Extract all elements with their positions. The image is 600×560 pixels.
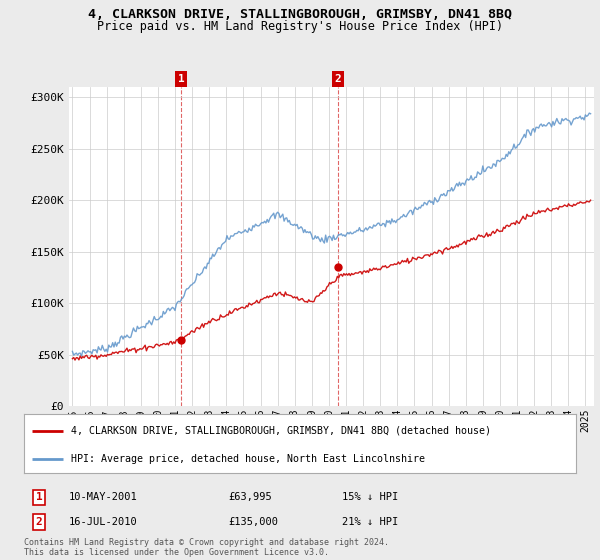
- Text: 21% ↓ HPI: 21% ↓ HPI: [342, 517, 398, 527]
- Text: 16-JUL-2010: 16-JUL-2010: [69, 517, 138, 527]
- Text: Contains HM Land Registry data © Crown copyright and database right 2024.
This d: Contains HM Land Registry data © Crown c…: [24, 538, 389, 557]
- Text: £63,995: £63,995: [228, 492, 272, 502]
- Text: 15% ↓ HPI: 15% ↓ HPI: [342, 492, 398, 502]
- Text: 4, CLARKSON DRIVE, STALLINGBOROUGH, GRIMSBY, DN41 8BQ (detached house): 4, CLARKSON DRIVE, STALLINGBOROUGH, GRIM…: [71, 426, 491, 436]
- Text: 1: 1: [178, 74, 185, 84]
- Text: 4, CLARKSON DRIVE, STALLINGBOROUGH, GRIMSBY, DN41 8BQ: 4, CLARKSON DRIVE, STALLINGBOROUGH, GRIM…: [88, 8, 512, 21]
- Text: Price paid vs. HM Land Registry's House Price Index (HPI): Price paid vs. HM Land Registry's House …: [97, 20, 503, 32]
- Text: £135,000: £135,000: [228, 517, 278, 527]
- Text: HPI: Average price, detached house, North East Lincolnshire: HPI: Average price, detached house, Nort…: [71, 454, 425, 464]
- Text: 1: 1: [35, 492, 43, 502]
- Text: 2: 2: [335, 74, 341, 84]
- Text: 2: 2: [35, 517, 43, 527]
- Text: 10-MAY-2001: 10-MAY-2001: [69, 492, 138, 502]
